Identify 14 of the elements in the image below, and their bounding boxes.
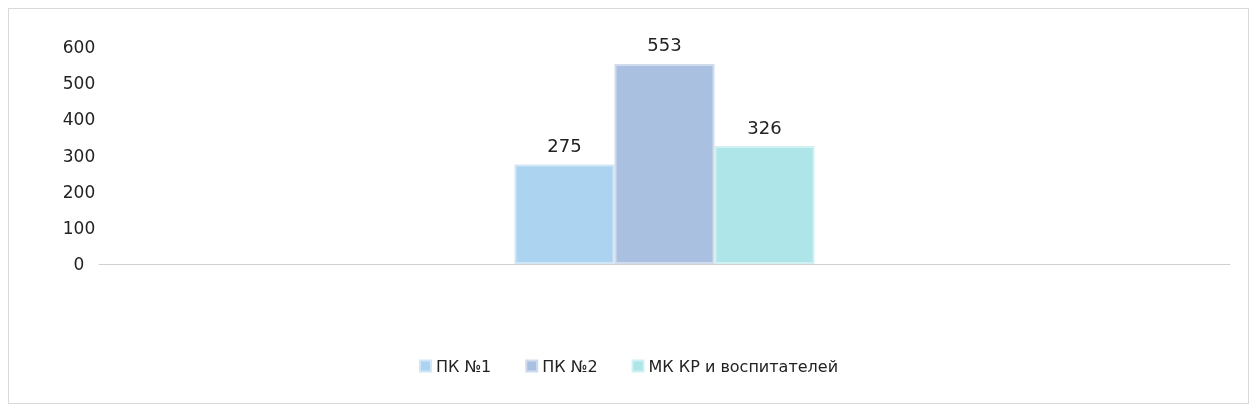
y-tick-label: 400 (62, 109, 96, 130)
y-tick-label: 300 (62, 145, 96, 166)
legend-label: ПК №1 (435, 356, 492, 376)
data-label: 553 (647, 34, 682, 56)
data-label: 275 (547, 135, 582, 157)
legend-label: МК КР и воспитателей (648, 356, 839, 376)
data-label: 326 (747, 116, 782, 138)
legend-label: ПК №2 (542, 356, 598, 376)
y-tick-label: 0 (73, 254, 85, 274)
y-tick-label: 100 (62, 217, 96, 238)
bar (714, 146, 815, 264)
y-tick-label: 200 (62, 181, 96, 202)
y-tick-label: 600 (62, 37, 96, 57)
y-tick-label: 500 (62, 73, 96, 94)
